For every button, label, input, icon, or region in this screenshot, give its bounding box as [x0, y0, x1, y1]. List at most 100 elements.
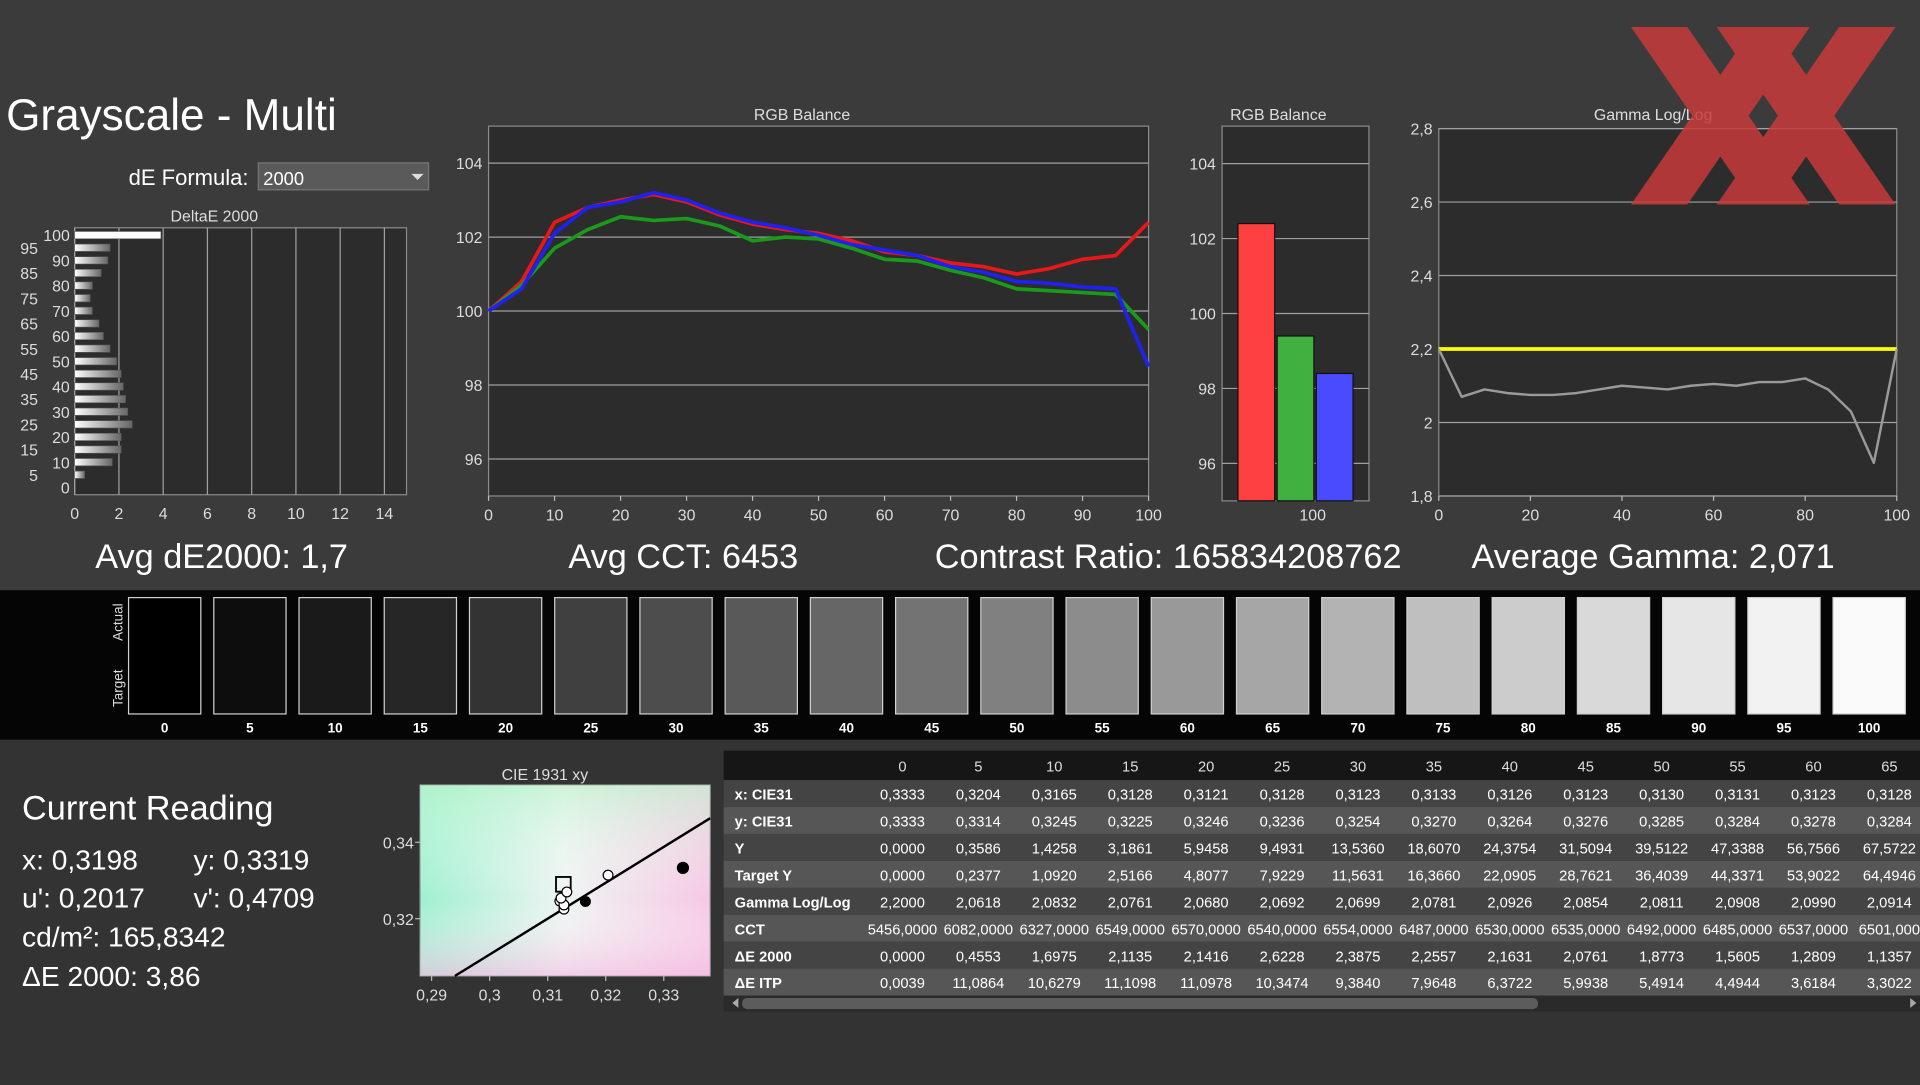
- table-cell: 2,6228: [1260, 949, 1305, 965]
- table-cell: 2,1135: [1108, 949, 1152, 965]
- table-cell: 2,0761: [1563, 949, 1608, 965]
- swatch: [554, 596, 628, 715]
- table-cell: 2,0680: [1184, 895, 1229, 911]
- reading-value: cd/m²: 165,8342: [22, 922, 225, 953]
- table-cell: 6549,0000: [1095, 922, 1164, 938]
- table-cell: 6570,0000: [1171, 922, 1240, 938]
- row-label: Target Y: [735, 868, 793, 884]
- x-tick-label: 0: [484, 507, 493, 524]
- table-cell: 2,0908: [1715, 895, 1760, 911]
- swatch: [894, 596, 969, 715]
- table-cell: 11,0978: [1180, 976, 1232, 992]
- bar: [74, 395, 126, 404]
- table-cell: 0,3314: [956, 815, 1001, 831]
- dropdown-arrow[interactable]: [411, 173, 424, 181]
- table-cell: 0,3586: [956, 842, 1001, 858]
- swatch: [1235, 596, 1310, 715]
- x-tick-label: 0: [1434, 507, 1443, 524]
- table-header: 15: [1122, 760, 1138, 776]
- y-tick-label: 55: [20, 342, 38, 359]
- swatch: [809, 596, 884, 715]
- y-tick-label: 0,34: [383, 835, 414, 852]
- formula-value[interactable]: 2000: [263, 168, 304, 189]
- swatch: [724, 596, 799, 715]
- table-cell: 2,0618: [956, 895, 1001, 911]
- scroll-right[interactable]: [1910, 998, 1917, 1008]
- table-cell: 1,1357: [1867, 949, 1912, 965]
- table-cell: 11,1098: [1104, 976, 1156, 992]
- x-tick-label: 40: [744, 507, 762, 524]
- table-cell: 6501,000: [1859, 922, 1920, 938]
- x-tick-label: 4: [159, 506, 168, 523]
- table-header-bg: [723, 750, 1920, 781]
- table-cell: 2,1416: [1184, 949, 1229, 965]
- table-cell: 2,0692: [1260, 895, 1305, 911]
- swatch-label: 95: [1776, 720, 1791, 735]
- table-cell: 36,4039: [1635, 868, 1688, 884]
- swatch-label: 60: [1180, 720, 1195, 735]
- y-tick-label: 100: [456, 304, 483, 321]
- formula-dropdown[interactable]: [257, 162, 430, 191]
- table-row: [723, 780, 1920, 808]
- y-tick-label: 40: [52, 380, 70, 397]
- x-tick-label: 0,31: [532, 988, 563, 1005]
- table-cell: 0,3126: [1487, 788, 1532, 804]
- table-cell: 3,6184: [1791, 976, 1836, 992]
- table-cell: 18,6070: [1407, 842, 1460, 858]
- swatch-label: 30: [669, 720, 684, 735]
- table-cell: 2,0832: [1032, 895, 1077, 911]
- x-tick-label: 12: [331, 506, 349, 523]
- table-cell: 13,5360: [1331, 842, 1384, 858]
- table-header: 45: [1578, 760, 1594, 776]
- swatch-label: 15: [413, 720, 428, 735]
- table-cell: 2,0914: [1867, 895, 1912, 911]
- table-cell: 31,5094: [1559, 842, 1612, 858]
- chart-title: Gamma Log/Log: [1594, 107, 1712, 124]
- table-cell: 0,3121: [1184, 788, 1229, 804]
- table-cell: 56,7566: [1787, 842, 1840, 858]
- table-cell: 44,3371: [1711, 868, 1764, 884]
- table-header: 0: [898, 760, 906, 776]
- table-cell: 6554,0000: [1323, 922, 1392, 938]
- table-cell: 6540,0000: [1247, 922, 1316, 938]
- series-line: [1437, 348, 1898, 465]
- table-cell: 6487,0000: [1399, 922, 1468, 938]
- scrollbar-thumb[interactable]: [742, 998, 1538, 1010]
- bar: [74, 344, 111, 353]
- y-tick-label: 1,8: [1411, 489, 1433, 506]
- table-cell: 22,0905: [1483, 868, 1536, 884]
- table-row: [723, 860, 1920, 888]
- swatch-label: 0: [161, 720, 168, 735]
- swatch-label: 25: [583, 720, 598, 735]
- x-tick-label: 80: [1008, 507, 1026, 524]
- bar: [74, 407, 129, 416]
- table-cell: 0,3276: [1563, 815, 1608, 831]
- y-tick-label: 20: [52, 430, 70, 447]
- table-cell: 2,0990: [1791, 895, 1836, 911]
- swatch-label: 75: [1436, 720, 1451, 735]
- table-header: 35: [1426, 760, 1442, 776]
- table-cell: 1,8773: [1639, 949, 1684, 965]
- y-tick-label: 100: [1189, 307, 1216, 324]
- table-cell: 4,4944: [1715, 976, 1760, 992]
- x-tick-label: 14: [376, 506, 394, 523]
- table-cell: 53,9022: [1787, 868, 1840, 884]
- table-row: [723, 887, 1920, 915]
- bar: [74, 470, 85, 479]
- table-cell: 0,0000: [880, 949, 925, 965]
- table-cell: 24,3754: [1483, 842, 1536, 858]
- bar: [74, 382, 124, 391]
- swatch-label: 5: [246, 720, 254, 735]
- scroll-left[interactable]: [732, 998, 739, 1008]
- x-tick-label: 60: [1705, 507, 1723, 524]
- x-tick-label: 20: [612, 507, 630, 524]
- table-row: [723, 914, 1920, 942]
- table-cell: 0,3246: [1184, 815, 1229, 831]
- x-tick-label: 100: [1883, 507, 1910, 524]
- table-header: 25: [1274, 760, 1290, 776]
- table-cell: 1,0920: [1032, 868, 1077, 884]
- table-cell: 11,0864: [952, 976, 1004, 992]
- y-tick-label: 0: [61, 481, 70, 498]
- bar: [74, 458, 113, 467]
